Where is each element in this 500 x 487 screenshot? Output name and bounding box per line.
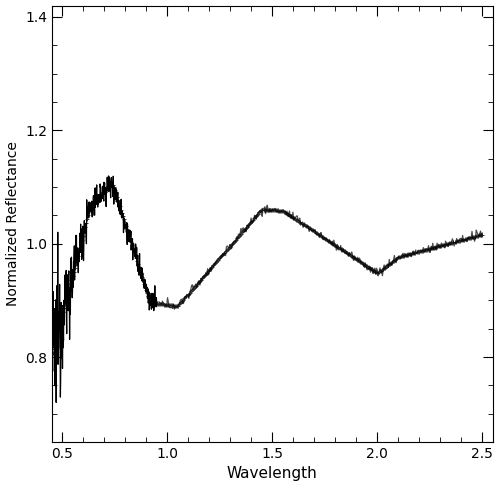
Y-axis label: Normalized Reflectance: Normalized Reflectance [6, 141, 20, 306]
X-axis label: Wavelength: Wavelength [227, 467, 318, 482]
